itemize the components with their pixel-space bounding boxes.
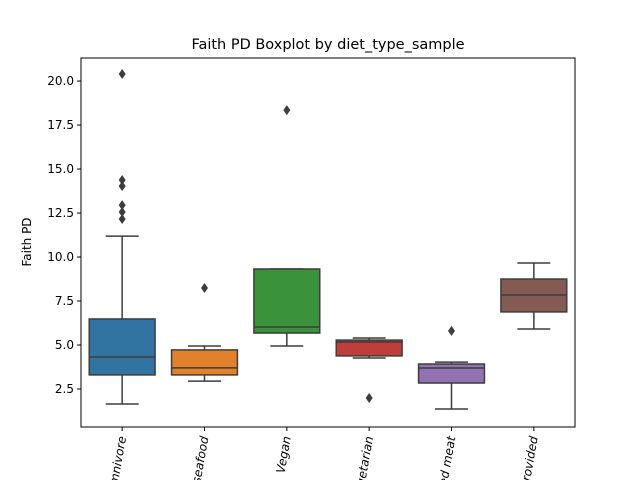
outlier <box>118 214 126 225</box>
outlier <box>283 105 291 116</box>
box <box>417 363 486 384</box>
outlier <box>201 282 208 293</box>
box <box>253 268 321 334</box>
plot-frame <box>80 57 576 428</box>
box <box>170 349 239 376</box>
y-tick-label: 15.0 <box>47 162 74 176</box>
y-tick-label: 7.5 <box>55 294 74 308</box>
y-tick-label: 5.0 <box>55 338 74 352</box>
y-tick-label: 17.5 <box>47 118 74 132</box>
y-tick-label: 10.0 <box>47 250 74 264</box>
outlier <box>118 200 126 211</box>
outlier <box>365 392 373 403</box>
x-tick-label: Omnivore but do not eat red meat <box>409 434 459 480</box>
x-tick-label: Vegetarian but eat seafood <box>169 435 211 480</box>
x-tick-label: Omnivore <box>105 435 129 480</box>
outlier <box>118 181 126 192</box>
outlier <box>118 206 126 217</box>
y-tick-label: 2.5 <box>55 382 74 396</box>
x-tick-label: Not provided <box>513 435 540 480</box>
x-tick-label: Vegan <box>273 435 293 474</box>
y-tick-label: 12.5 <box>47 206 74 220</box>
outlier <box>448 325 455 336</box>
outlier <box>118 69 126 80</box>
y-tick-label: 20.0 <box>47 74 74 88</box>
chart-title: Faith PD Boxplot by diet_type_sample <box>191 37 464 53</box>
y-axis-label: Faith PD <box>20 217 34 266</box>
box <box>88 318 156 376</box>
box <box>335 339 403 357</box>
outlier <box>118 174 126 185</box>
x-tick-label: Vegetarian <box>351 435 376 480</box>
